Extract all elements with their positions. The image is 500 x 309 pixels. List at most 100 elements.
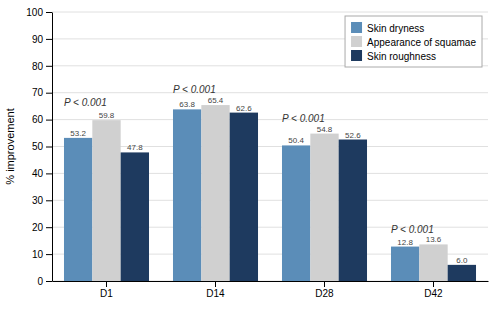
y-tick-mark xyxy=(46,281,52,282)
y-tick-label: 60 xyxy=(32,114,44,125)
legend-swatch xyxy=(351,50,362,61)
bar xyxy=(419,244,447,281)
x-axis-line xyxy=(53,281,489,282)
y-tick-label: 30 xyxy=(32,195,44,206)
y-tick: 70 xyxy=(32,87,52,98)
y-tick-label: 90 xyxy=(32,34,44,45)
annotation: P < 0.001 xyxy=(282,113,325,124)
data-label: 62.6 xyxy=(236,104,252,113)
y-tick-mark xyxy=(46,147,52,148)
legend-label: Appearance of squamae xyxy=(367,37,476,48)
y-tick-label: 50 xyxy=(32,141,44,152)
grid-line xyxy=(52,119,488,120)
y-tick-label: 80 xyxy=(32,61,44,72)
plot: 0 10 20 30 40 50 60 70 80 90 100 D1 D14 D28 D42 53.2 63.… xyxy=(26,7,488,299)
x-tick-label: D1 xyxy=(100,288,113,299)
data-label: 54.8 xyxy=(317,125,333,134)
data-label: 53.2 xyxy=(70,129,86,138)
x-tick-label: D42 xyxy=(424,288,443,299)
x-tick: D14 xyxy=(206,281,225,299)
bar xyxy=(92,120,120,281)
y-tick-label: 100 xyxy=(26,7,43,18)
legend-label: Skin roughness xyxy=(367,51,436,62)
y-axis-line xyxy=(52,13,53,282)
y-tick: 30 xyxy=(32,195,52,206)
bar xyxy=(282,145,310,281)
data-label: 12.8 xyxy=(397,238,413,247)
bar xyxy=(121,152,149,281)
x-tick-mark xyxy=(215,281,216,287)
bar xyxy=(448,265,476,281)
y-tick-mark xyxy=(46,93,52,94)
legend-label: Skin dryness xyxy=(367,23,424,34)
y-tick: 10 xyxy=(32,249,52,260)
bar xyxy=(230,113,258,281)
legend: Skin dryness Appearance of squamae Skin ro… xyxy=(345,16,482,67)
annotation: P < 0.001 xyxy=(391,224,434,235)
x-tick-label: D14 xyxy=(206,288,225,299)
series xyxy=(64,109,419,281)
legend-item: Skin dryness xyxy=(351,22,424,34)
x-axis: D1 D14 D28 D42 xyxy=(53,281,489,299)
x-tick: D42 xyxy=(424,281,443,299)
data-label: 59.8 xyxy=(99,111,115,120)
x-tick-label: D28 xyxy=(315,288,334,299)
data-label: 50.4 xyxy=(288,136,304,145)
data-label: 47.8 xyxy=(127,143,143,152)
x-tick-mark xyxy=(433,281,434,287)
y-axis: 0 10 20 30 40 50 60 70 80 90 100 xyxy=(26,7,52,287)
data-label: 6.0 xyxy=(456,256,468,265)
bar xyxy=(391,247,419,281)
x-tick: D28 xyxy=(315,281,334,299)
y-tick-label: 0 xyxy=(37,276,43,287)
legend-item: Skin roughness xyxy=(351,50,436,62)
y-tick-label: 40 xyxy=(32,168,44,179)
annotation: P < 0.001 xyxy=(64,97,107,108)
series xyxy=(121,113,476,281)
bar xyxy=(201,105,229,281)
y-tick: 60 xyxy=(32,114,52,125)
legend-swatch xyxy=(351,22,362,33)
y-tick-label: 20 xyxy=(32,222,44,233)
bar xyxy=(310,134,338,281)
data-label: 63.8 xyxy=(179,100,195,109)
y-tick: 90 xyxy=(32,34,52,45)
legend-item: Appearance of squamae xyxy=(351,36,476,48)
annotations: P < 0.001 P < 0.001 P < 0.001 P < 0.001 xyxy=(64,84,434,235)
series xyxy=(92,105,447,281)
y-axis-title: % improvement xyxy=(4,108,16,184)
y-tick: 40 xyxy=(32,168,52,179)
grid xyxy=(52,12,488,281)
y-tick: 20 xyxy=(32,222,52,233)
bar xyxy=(339,140,367,281)
legend-swatch xyxy=(351,36,362,47)
y-tick-label: 10 xyxy=(32,249,44,260)
y-tick: 100 xyxy=(26,7,52,18)
data-labels: 53.2 63.8 50.4 12.8 59.8 65.4 54.8 13.6 47.8 62.6… xyxy=(70,96,468,265)
y-tick-mark xyxy=(46,254,52,255)
y-tick-label: 70 xyxy=(32,87,44,98)
legend-frame xyxy=(345,16,482,67)
y-tick-mark xyxy=(46,12,52,13)
chart: 0 10 20 30 40 50 60 70 80 90 100 D1 D14 D28 D42 53.2 63.… xyxy=(0,0,500,309)
y-tick-mark xyxy=(46,173,52,174)
y-tick: 80 xyxy=(32,61,52,72)
y-tick-mark xyxy=(46,120,52,121)
y-tick-mark xyxy=(46,227,52,228)
bars xyxy=(64,105,476,281)
data-label: 13.6 xyxy=(426,235,442,244)
y-tick-mark xyxy=(46,200,52,201)
bar xyxy=(173,109,201,281)
x-tick-mark xyxy=(106,281,107,287)
data-label: 65.4 xyxy=(208,96,224,105)
y-tick: 50 xyxy=(32,141,52,152)
y-tick-mark xyxy=(46,66,52,67)
y-tick: 0 xyxy=(37,276,52,287)
annotation: P < 0.001 xyxy=(173,84,216,95)
data-label: 52.6 xyxy=(345,131,361,140)
x-tick-mark xyxy=(324,281,325,287)
grid-line xyxy=(52,92,488,93)
bar xyxy=(64,138,92,281)
grid-line xyxy=(52,12,488,13)
y-tick-mark xyxy=(46,39,52,40)
